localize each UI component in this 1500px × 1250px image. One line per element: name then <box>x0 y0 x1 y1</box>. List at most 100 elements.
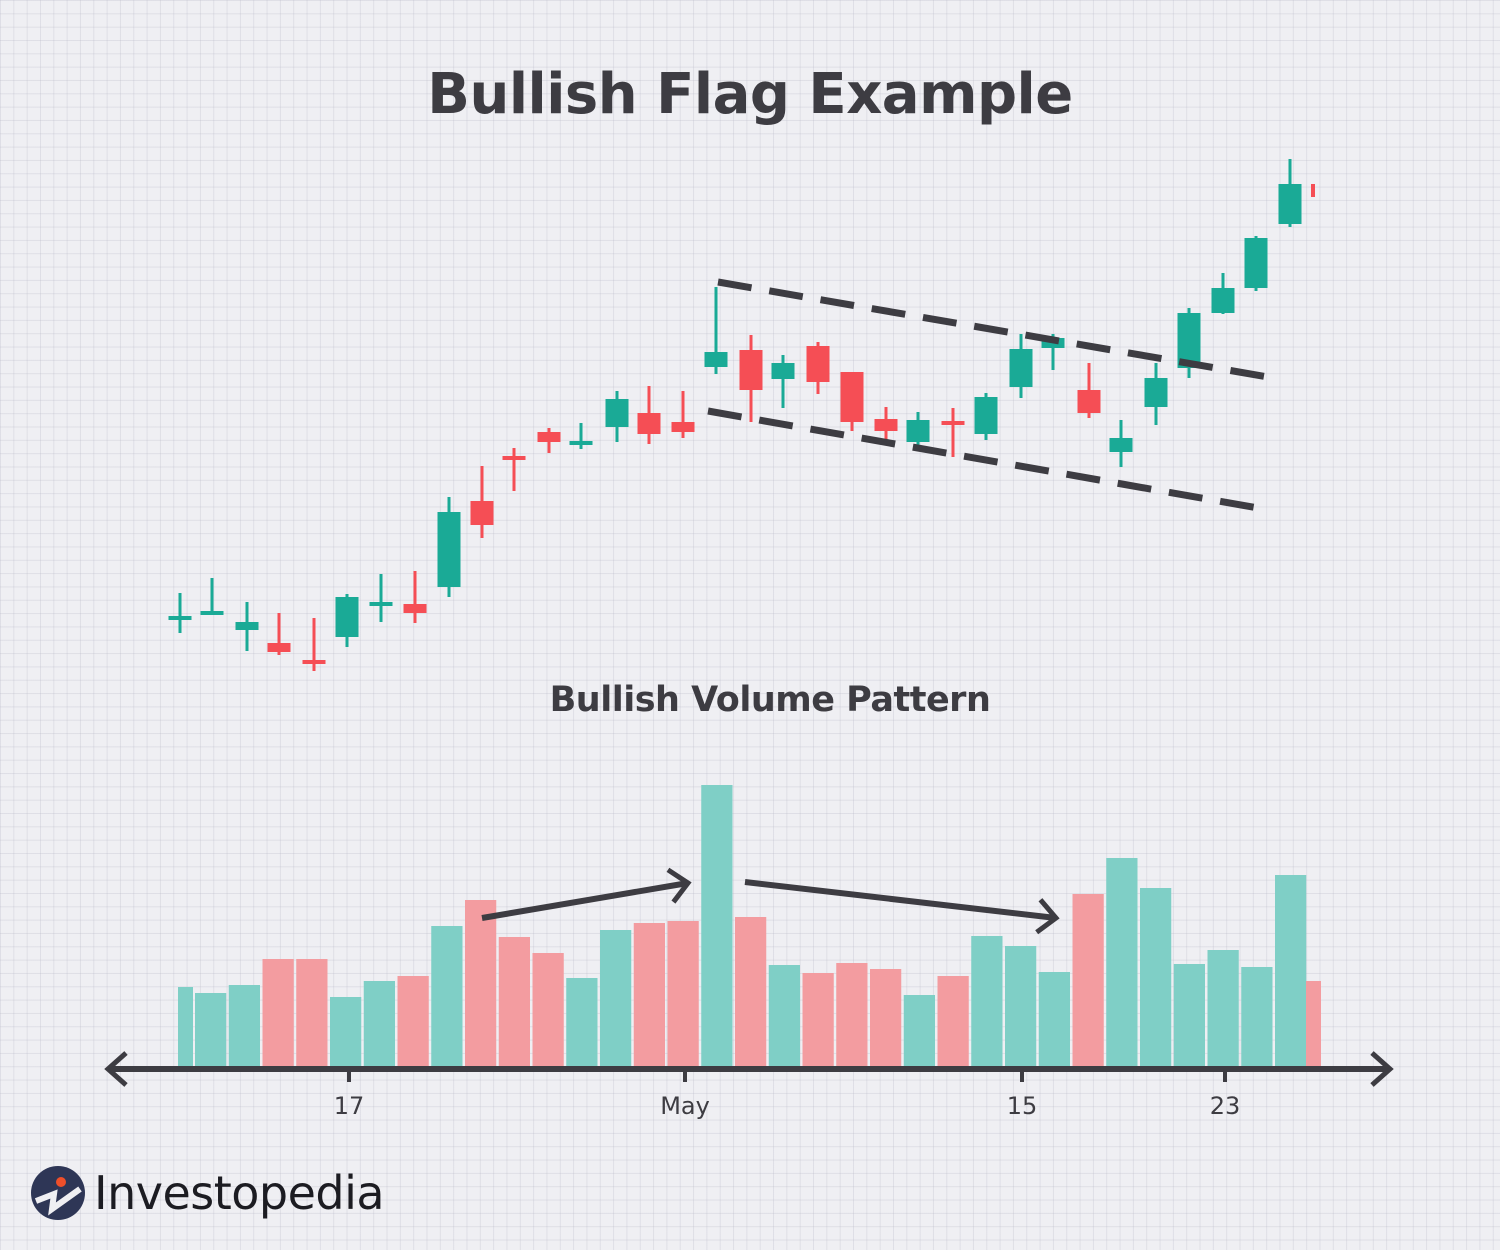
candle <box>1109 420 1133 467</box>
volume-bar <box>1306 981 1321 1067</box>
candle <box>335 594 359 647</box>
candle-body <box>605 399 629 427</box>
candle-body <box>840 372 864 422</box>
volume-bar <box>397 976 429 1067</box>
volume-bar <box>1038 972 1070 1067</box>
trend-arrow-shaft <box>744 879 1057 921</box>
candle <box>739 335 763 422</box>
candle-body <box>806 346 830 382</box>
candle-body <box>235 622 259 630</box>
candle-body <box>335 597 359 637</box>
candle <box>437 497 461 597</box>
volume-bar <box>870 969 902 1067</box>
candle <box>569 423 593 449</box>
axis-right-arrow-icon <box>1370 1051 1394 1087</box>
volume-bar <box>363 981 395 1067</box>
candle-body <box>974 397 998 434</box>
volume-bar <box>903 995 935 1067</box>
volume-bar <box>1005 946 1037 1067</box>
brand-name: Investopedia <box>94 1166 385 1220</box>
volume-bar <box>566 978 598 1067</box>
volume-bar <box>937 976 969 1067</box>
candle-body <box>569 441 593 445</box>
x-axis <box>104 1051 1394 1087</box>
volume-bar <box>836 963 868 1067</box>
candle <box>671 391 695 438</box>
flag-boundary-line <box>707 407 1259 512</box>
volume-bar <box>296 959 328 1067</box>
candle-body <box>1278 184 1302 224</box>
volume-bar <box>971 936 1003 1067</box>
candle-body <box>537 432 561 442</box>
candle <box>502 448 526 491</box>
volume-bar <box>1241 967 1273 1067</box>
volume-bar <box>633 923 665 1067</box>
volume-bar <box>735 917 767 1067</box>
candle <box>637 386 661 444</box>
candle <box>704 287 728 374</box>
x-tick-label: 23 <box>1209 1092 1241 1120</box>
volume-trend-arrows <box>481 867 1060 935</box>
candle <box>605 391 629 442</box>
candle-body <box>906 420 930 442</box>
trend-arrow-head <box>666 867 692 904</box>
candle-body <box>1311 184 1315 197</box>
candle <box>403 571 427 623</box>
flag-boundary-line <box>717 278 1269 381</box>
candle <box>168 593 192 633</box>
volume-bar <box>465 900 497 1067</box>
candle-body <box>1211 288 1235 313</box>
investopedia-logo-icon <box>31 1166 85 1220</box>
candle <box>1311 184 1315 197</box>
candle <box>1077 363 1101 418</box>
candle <box>1009 334 1033 398</box>
candle-body <box>200 611 224 615</box>
candle-body <box>267 643 291 652</box>
candle-body <box>302 660 326 664</box>
volume-bar <box>195 993 227 1067</box>
x-tick-label: May <box>660 1092 710 1120</box>
volume-bar <box>498 937 530 1067</box>
axis-left-arrow-icon <box>104 1051 128 1087</box>
trend-arrow-head <box>1035 898 1060 935</box>
candle-body <box>1177 313 1201 368</box>
candle <box>302 618 326 671</box>
volume-bar <box>262 959 294 1067</box>
volume-bar <box>431 926 463 1067</box>
volume-bar <box>1173 964 1205 1067</box>
candle <box>974 393 998 440</box>
candle-body <box>369 602 393 606</box>
candle-body <box>874 419 898 431</box>
candle <box>771 355 795 408</box>
candle <box>1244 236 1268 291</box>
candlestick-series <box>168 159 1315 671</box>
volume-bar <box>1207 950 1239 1067</box>
candle <box>267 613 291 655</box>
candle <box>200 578 224 615</box>
volume-bar <box>1275 875 1307 1067</box>
candle-body <box>502 456 526 460</box>
x-tick-label: 17 <box>333 1092 365 1120</box>
candle <box>369 574 393 622</box>
candle-body <box>637 413 661 434</box>
candle-body <box>437 512 461 587</box>
trend-arrow-shaft <box>481 880 689 921</box>
candle-body <box>671 422 695 432</box>
candle <box>470 466 494 538</box>
volume-bar <box>600 930 632 1067</box>
volume-bar <box>1072 894 1104 1067</box>
volume-bar <box>532 953 564 1067</box>
candle-body <box>470 501 494 525</box>
candle-body <box>1077 390 1101 413</box>
volume-bars <box>178 785 1321 1067</box>
candle-body <box>941 421 965 425</box>
candle-body <box>1244 238 1268 288</box>
volume-bar <box>802 973 834 1067</box>
candle <box>840 372 864 431</box>
candle <box>235 602 259 651</box>
volume-bar <box>667 921 699 1067</box>
x-tick-label: 15 <box>1006 1092 1038 1120</box>
volume-bar <box>701 785 733 1067</box>
candle-body <box>168 616 192 620</box>
